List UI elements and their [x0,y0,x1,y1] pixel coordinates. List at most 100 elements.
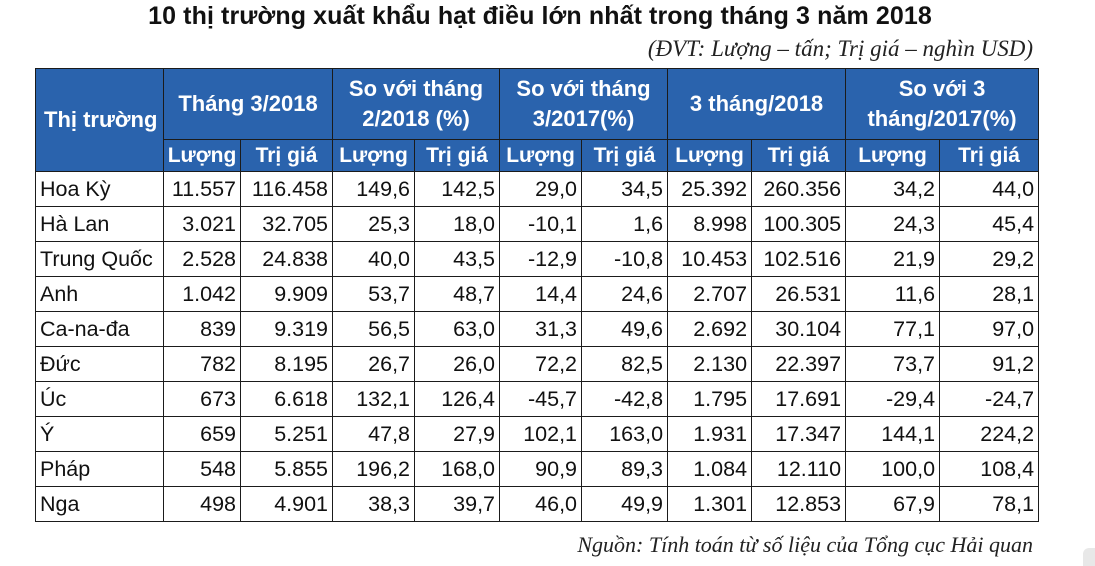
market-name: Hoa Kỳ [35,171,164,207]
cell-volume: 8.998 [667,206,753,242]
cell-volume: 10.453 [667,241,753,277]
cell-value: 89,3 [581,451,669,487]
market-name: Ý [35,416,164,452]
cell-volume: 40,0 [332,241,416,277]
cell-volume: 47,8 [332,416,416,452]
cell-value: 24.838 [239,241,334,277]
cell-value: 44,0 [939,171,1040,207]
header-volume: Lượng [163,139,241,172]
cell-volume: 2.707 [667,276,753,312]
cell-value: 39,7 [414,486,501,522]
cell-volume: 14,4 [499,276,583,312]
cell-volume: 26,7 [332,346,416,382]
cell-value: 26.531 [751,276,847,312]
page-title: 10 thị trường xuất khẩu hạt điều lớn nhấ… [148,2,932,30]
header-row-groups: Thị trường Tháng 3/2018 So với tháng 2/2… [35,68,1040,172]
cell-value: 4.901 [239,486,334,522]
header-row-sub: Lượng Trị giá Lượng Trị giá Lượng Trị gi… [36,139,1040,172]
header-group-vs-prev-month: So với tháng 2/2018 (%) [332,68,501,140]
cell-volume: 196,2 [332,451,416,487]
cell-volume: 149,6 [332,171,416,207]
cell-value: -10,8 [581,241,669,277]
cell-volume: 25.392 [667,171,753,207]
cell-value: 142,5 [414,171,501,207]
header-market: Thị trường [35,68,164,172]
cell-volume: 90,9 [499,451,583,487]
cell-value: 8.195 [239,346,334,382]
header-group-month: Tháng 3/2018 [162,68,334,140]
cell-volume: 29,0 [499,171,583,207]
cell-value: 224,2 [939,416,1040,452]
cell-volume: 1.795 [667,381,753,417]
cell-value: 45,4 [939,206,1040,242]
cell-volume: 53,7 [332,276,416,312]
cell-value: 12.853 [751,486,847,522]
header-value: Trị giá [414,139,501,172]
table-row: Ca-na-đa 839 9.319 56,5 63,0 31,3 49,6 2.692 30.… [35,311,1040,347]
cell-value: -24,7 [939,381,1040,417]
table-body: Hoa Kỳ 11.557 116.458 149,6 142,5 29,0 34,5 25.… [35,171,1040,522]
table-row: Nga 498 4.901 38,3 39,7 46,0 49,9 1.301 12.853 67… [35,486,1040,522]
cell-volume: 31,3 [499,311,583,347]
cell-value: 260.356 [751,171,847,207]
cell-value: 5.251 [239,416,334,452]
header-volume: Lượng [845,139,941,172]
export-markets-table: Thị trường Tháng 3/2018 So với tháng 2/2… [35,68,1040,522]
cell-volume: 100,0 [845,451,941,487]
cell-volume: 21,9 [845,241,941,277]
source-note: Nguồn: Tính toán từ số liệu của Tổng cục… [577,532,1033,557]
cell-volume: 1.301 [667,486,753,522]
cell-value: 63,0 [414,311,501,347]
cell-value: 26,0 [414,346,501,382]
cell-value: 1,6 [581,206,669,242]
cell-value: 18,0 [414,206,501,242]
cell-volume: 2.528 [163,241,241,277]
cell-volume: 2.130 [667,346,753,382]
table-row: Đức 782 8.195 26,7 26,0 72,2 82,5 2.130 22.397 73… [35,346,1040,382]
cell-volume: 144,1 [845,416,941,452]
cell-volume: 3.021 [163,206,241,242]
cell-value: 108,4 [939,451,1040,487]
cell-volume: 24,3 [845,206,941,242]
cell-volume: 72,2 [499,346,583,382]
cell-volume: -12,9 [499,241,583,277]
cell-value: 102.516 [751,241,847,277]
cell-volume: 673 [163,381,241,417]
cell-value: 28,1 [939,276,1040,312]
cell-volume: 1.042 [163,276,241,312]
header-value: Trị giá [239,139,334,172]
cell-value: 116.458 [239,171,334,207]
cell-volume: 132,1 [332,381,416,417]
cell-value: 32.705 [239,206,334,242]
cell-value: 168,0 [414,451,501,487]
cell-value: 49,6 [581,311,669,347]
cell-volume: 102,1 [499,416,583,452]
header-value: Trị giá [939,139,1040,172]
cell-value: -42,8 [581,381,669,417]
cell-value: 12.110 [751,451,847,487]
market-name: Úc [35,381,164,417]
header-group-quarter: 3 tháng/2018 [667,68,847,140]
market-name: Nga [35,486,164,522]
cell-volume: 56,5 [332,311,416,347]
table-row: Úc 673 6.618 132,1 126,4 -45,7 -42,8 1.795 17.69… [35,381,1040,417]
table-row: Hà Lan 3.021 32.705 25,3 18,0 -10,1 1,6 8.998 10… [35,206,1040,242]
cell-value: 163,0 [581,416,669,452]
cell-value: 78,1 [939,486,1040,522]
cell-volume: 1.084 [667,451,753,487]
cell-value: 6.618 [239,381,334,417]
cell-value: 49,9 [581,486,669,522]
cell-volume: -29,4 [845,381,941,417]
cell-value: 34,5 [581,171,669,207]
header-value: Trị giá [581,139,669,172]
cell-value: 27,9 [414,416,501,452]
table-row: Hoa Kỳ 11.557 116.458 149,6 142,5 29,0 34,5 25.… [35,171,1040,207]
market-name: Trung Quốc [35,241,164,277]
header-volume: Lượng [667,139,753,172]
cell-volume: -45,7 [499,381,583,417]
cell-value: 17.347 [751,416,847,452]
cell-volume: 2.692 [667,311,753,347]
cell-volume: 782 [163,346,241,382]
header-value: Trị giá [751,139,847,172]
cell-value: 5.855 [239,451,334,487]
